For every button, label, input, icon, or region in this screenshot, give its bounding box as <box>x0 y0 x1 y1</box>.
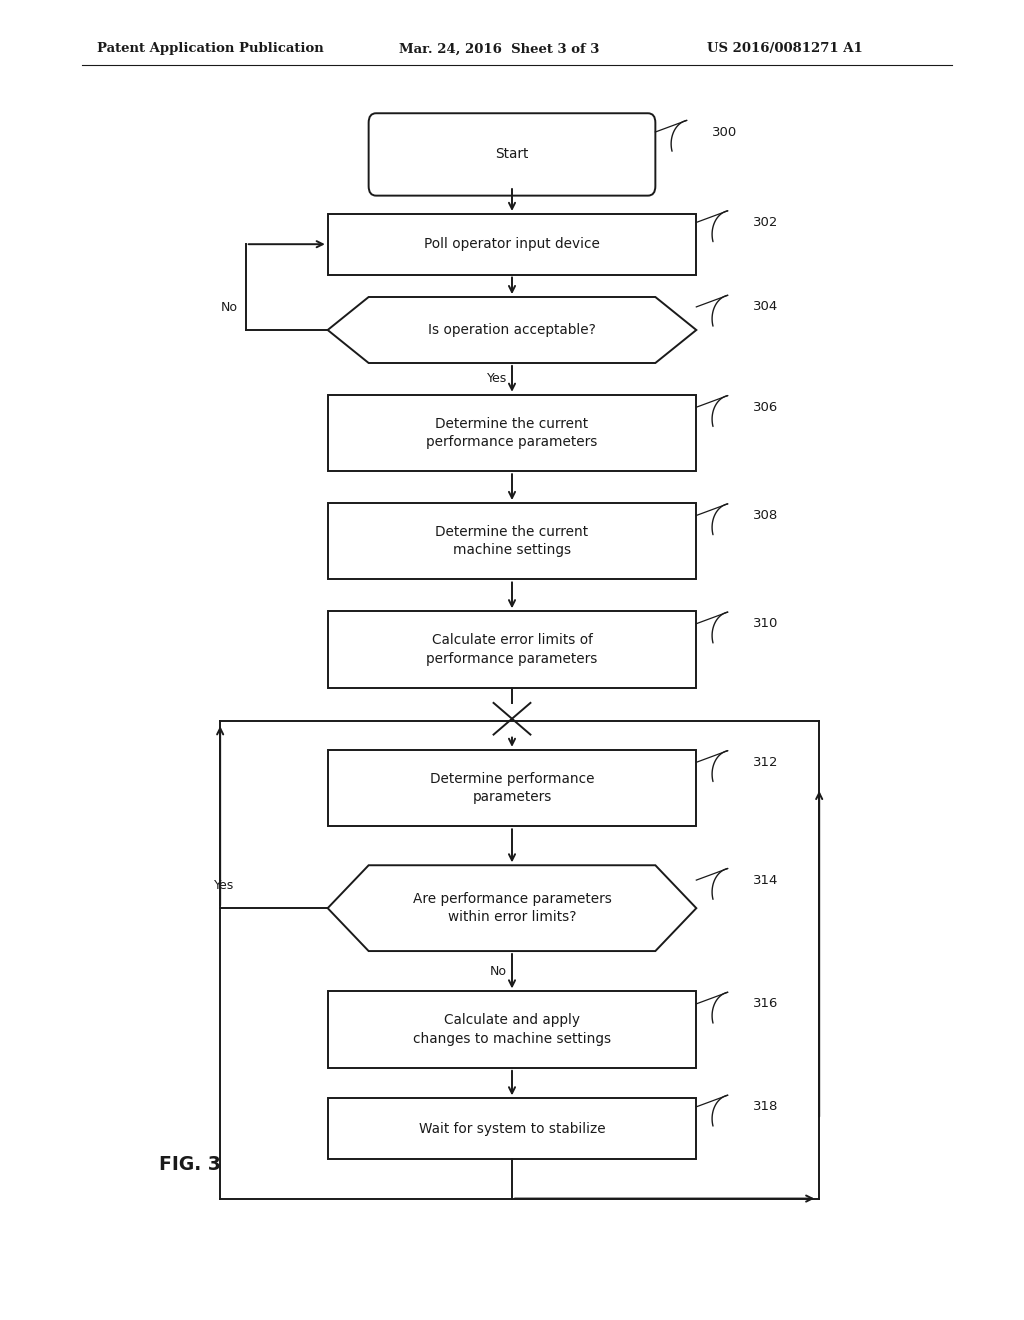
Text: US 2016/0081271 A1: US 2016/0081271 A1 <box>707 42 862 55</box>
Text: Yes: Yes <box>214 879 234 892</box>
Text: No: No <box>489 965 507 978</box>
Text: 312: 312 <box>753 756 778 768</box>
Polygon shape <box>328 866 696 950</box>
Bar <box>328 611 696 688</box>
FancyBboxPatch shape <box>369 114 655 195</box>
Text: Is operation acceptable?: Is operation acceptable? <box>428 323 596 337</box>
Text: 316: 316 <box>753 998 778 1010</box>
Bar <box>328 1098 696 1159</box>
Text: Determine performance
parameters: Determine performance parameters <box>430 772 594 804</box>
Text: FIG. 3: FIG. 3 <box>159 1155 220 1173</box>
Text: 302: 302 <box>753 216 778 228</box>
Bar <box>328 214 696 275</box>
Text: Are performance parameters
within error limits?: Are performance parameters within error … <box>413 892 611 924</box>
Text: 318: 318 <box>753 1101 778 1113</box>
Text: 308: 308 <box>753 510 778 521</box>
Text: Calculate error limits of
performance parameters: Calculate error limits of performance pa… <box>426 634 598 665</box>
Text: Patent Application Publication: Patent Application Publication <box>97 42 324 55</box>
Text: Wait for system to stabilize: Wait for system to stabilize <box>419 1122 605 1135</box>
Text: Yes: Yes <box>486 372 507 385</box>
Text: 300: 300 <box>712 125 737 139</box>
Text: No: No <box>220 301 238 314</box>
Bar <box>328 503 696 579</box>
Text: Poll operator input device: Poll operator input device <box>424 238 600 251</box>
Bar <box>328 991 696 1068</box>
Polygon shape <box>328 297 696 363</box>
Bar <box>328 395 696 471</box>
Text: 306: 306 <box>753 401 778 413</box>
Bar <box>328 750 696 826</box>
Text: Determine the current
performance parameters: Determine the current performance parame… <box>426 417 598 449</box>
Text: 310: 310 <box>753 618 778 630</box>
Text: Start: Start <box>496 148 528 161</box>
Text: 314: 314 <box>753 874 778 887</box>
Text: 304: 304 <box>753 301 778 313</box>
Text: Calculate and apply
changes to machine settings: Calculate and apply changes to machine s… <box>413 1014 611 1045</box>
Text: Mar. 24, 2016  Sheet 3 of 3: Mar. 24, 2016 Sheet 3 of 3 <box>399 42 600 55</box>
Text: Determine the current
machine settings: Determine the current machine settings <box>435 525 589 557</box>
